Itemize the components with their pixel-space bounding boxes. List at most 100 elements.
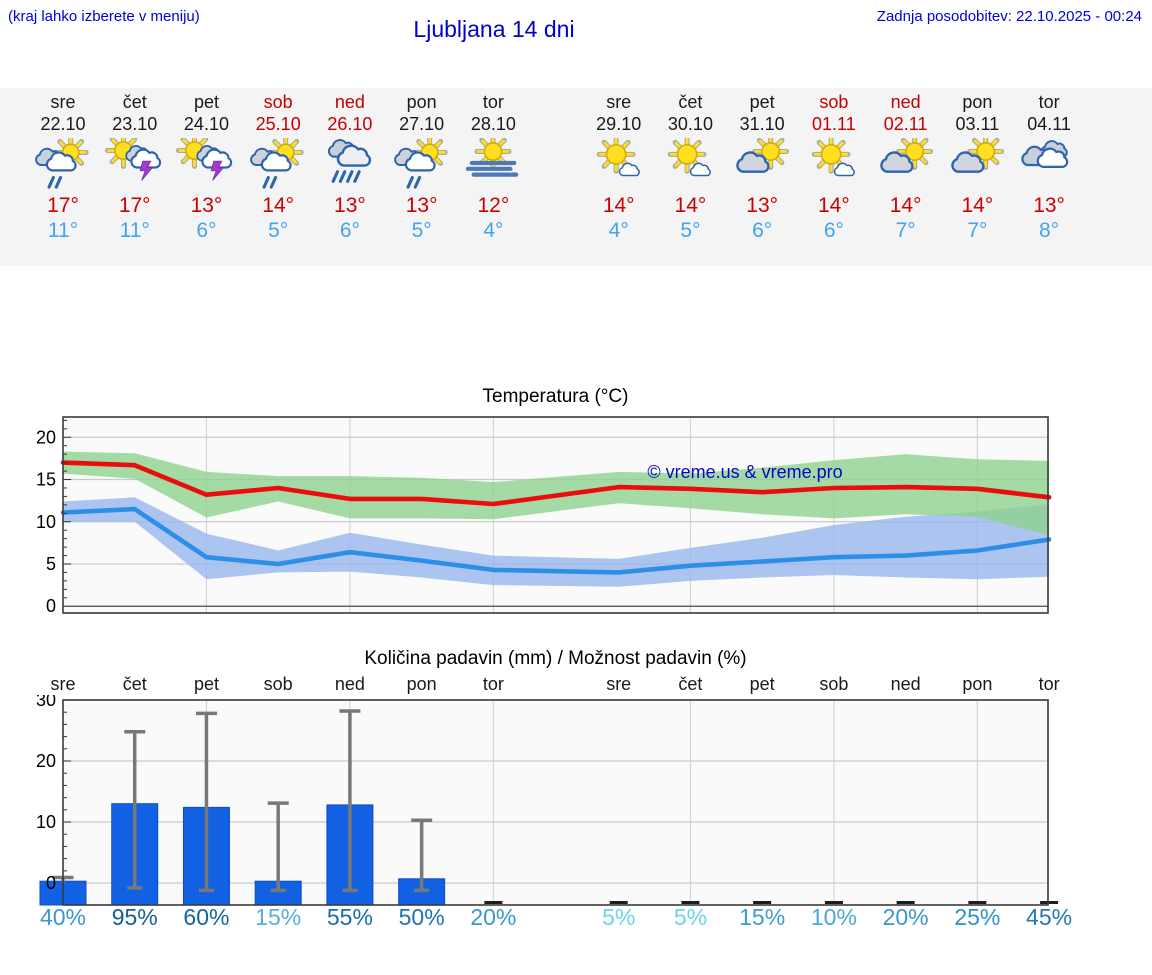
sun-cloud-icon — [951, 138, 1005, 173]
day-date: 23.10 — [112, 114, 158, 134]
high-temp: 13° — [190, 194, 223, 217]
forecast-day[interactable]: čet 23.10 17° 11° — [97, 91, 173, 243]
low-temp: 5° — [411, 219, 432, 242]
forecast-day[interactable]: sob 25.10 14° 5° — [240, 91, 316, 243]
svg-text:10: 10 — [36, 512, 56, 532]
sun-small-cloud-icon — [596, 138, 640, 177]
precipitation-chart: 0 10 20 30 — [36, 695, 1059, 906]
forecast-day[interactable]: tor 04.11 13° 8° — [1011, 91, 1087, 243]
temperature-chart-title: Temperatura (°C) — [482, 386, 629, 407]
sun-small-cloud-icon — [811, 138, 855, 177]
low-temp: 5° — [268, 219, 289, 242]
high-temp: 13° — [405, 194, 438, 217]
precip-day-label: sob — [819, 674, 849, 694]
precip-probability: 40% — [39, 904, 87, 930]
high-temp: 14° — [602, 194, 635, 217]
day-date: 02.11 — [883, 114, 928, 134]
day-name: čet — [678, 92, 703, 112]
day-name: sre — [606, 92, 632, 112]
day-name: sob — [819, 92, 849, 112]
day-date: 01.11 — [812, 114, 856, 134]
precip-probability: 15% — [255, 904, 302, 930]
forecast-day[interactable]: ned 02.11 14° 7° — [868, 91, 944, 243]
forecast-day[interactable]: čet 30.10 14° 5° — [652, 91, 728, 243]
precip-probability: 25% — [954, 904, 1001, 930]
low-temp: 8° — [1039, 219, 1060, 242]
low-temp: 4° — [483, 219, 504, 242]
precip-probability: 5% — [673, 904, 708, 930]
forecast-day[interactable]: pon 03.11 14° 7° — [939, 91, 1015, 243]
day-name: ned — [334, 92, 365, 112]
min-temp-line — [60, 506, 1052, 575]
svg-text:30: 30 — [36, 695, 56, 710]
forecast-day[interactable]: sob 01.11 14° 6° — [796, 91, 872, 243]
day-date: 04.11 — [1027, 114, 1071, 134]
precip-day-label: sre — [50, 674, 76, 694]
high-temp: 14° — [961, 194, 994, 217]
max-temp-line — [60, 460, 1052, 507]
day-date: 26.10 — [327, 114, 373, 134]
precip-probability: 20% — [882, 904, 929, 930]
svg-text:© vreme.us & vreme.pro: © vreme.us & vreme.pro — [647, 462, 842, 482]
svg-text:15: 15 — [36, 470, 56, 490]
day-date: 25.10 — [255, 114, 301, 134]
day-name: čet — [122, 92, 147, 112]
day-date: 29.10 — [596, 114, 642, 134]
precip-probability: 5% — [602, 904, 636, 930]
low-temp: 7° — [895, 219, 916, 242]
high-temp: 14° — [818, 194, 850, 217]
precip-day-label: pon — [962, 674, 993, 694]
precip-probability: 60% — [183, 904, 230, 930]
precip-day-label: pet — [193, 674, 219, 694]
high-temp: 13° — [746, 194, 779, 217]
day-name: pet — [749, 92, 775, 112]
svg-text:20: 20 — [36, 751, 56, 771]
day-name: ned — [890, 92, 921, 112]
precip-probability: 45% — [1026, 904, 1073, 930]
high-temp: 14° — [674, 194, 707, 217]
svg-text:0: 0 — [46, 596, 56, 616]
page-title: Ljubljana 14 dni — [413, 16, 575, 42]
forecast-day[interactable]: sre 22.10 17° 11° — [25, 91, 101, 243]
sun-cloud-rain-icon — [35, 138, 89, 189]
day-name: sre — [50, 92, 76, 112]
forecast-day[interactable]: tor 28.10 12° 4° — [455, 91, 531, 243]
low-temp: 5° — [680, 219, 701, 242]
forecast-day[interactable]: pon 27.10 13° 5° — [384, 91, 460, 243]
precip-day-label: ned — [334, 674, 365, 694]
low-temp: 6° — [339, 219, 360, 242]
clouds-heavy-rain-icon — [327, 139, 372, 183]
precip-day-label: ned — [890, 674, 921, 694]
forecast-day[interactable]: sre 29.10 14° 4° — [581, 91, 657, 243]
forecast-strip: sre 22.10 17° 11° čet 23.10 17° 11° pet 24.10 13° 6… — [0, 88, 1152, 266]
day-date: 24.10 — [183, 114, 229, 134]
day-date: 03.11 — [955, 114, 1000, 134]
precip-day-label: čet — [122, 674, 147, 694]
sun-cloud-thunder-icon — [104, 138, 161, 181]
low-temp: 6° — [196, 219, 217, 242]
forecast-day[interactable]: pet 24.10 13° 6° — [168, 91, 244, 243]
precip-probability: 15% — [739, 904, 786, 930]
high-temp: 17° — [118, 194, 151, 217]
precip-probability: 95% — [111, 904, 158, 930]
low-temp: 11° — [47, 219, 79, 242]
svg-text:20: 20 — [36, 427, 56, 447]
high-temp: 12° — [477, 194, 510, 217]
day-name: tor — [482, 92, 504, 112]
cloudy-icon — [1021, 140, 1069, 169]
high-temp: 14° — [262, 194, 295, 217]
day-name: pon — [406, 92, 437, 112]
precip-probability: 20% — [470, 904, 517, 930]
precip-probability-row: 40% 95% 60% 15% 55% 50% 20% 5% 5% 15% 10% 20% 25% 45% — [0, 904, 1152, 938]
sun-cloud-icon — [879, 138, 933, 173]
forecast-day[interactable]: ned 26.10 13° 6° — [312, 91, 388, 243]
watermark: © vreme.us & vreme.pro — [647, 462, 842, 482]
high-temp: 13° — [1033, 194, 1065, 217]
precip-probability: 10% — [810, 904, 857, 930]
forecast-day[interactable]: pet 31.10 13° 6° — [724, 91, 800, 243]
day-date: 22.10 — [40, 114, 86, 134]
day-name: pon — [962, 92, 993, 112]
day-date: 31.10 — [739, 114, 785, 134]
temperature-chart: 0 5 10 15 20 © vreme.us & vreme.pro — [36, 416, 1052, 616]
